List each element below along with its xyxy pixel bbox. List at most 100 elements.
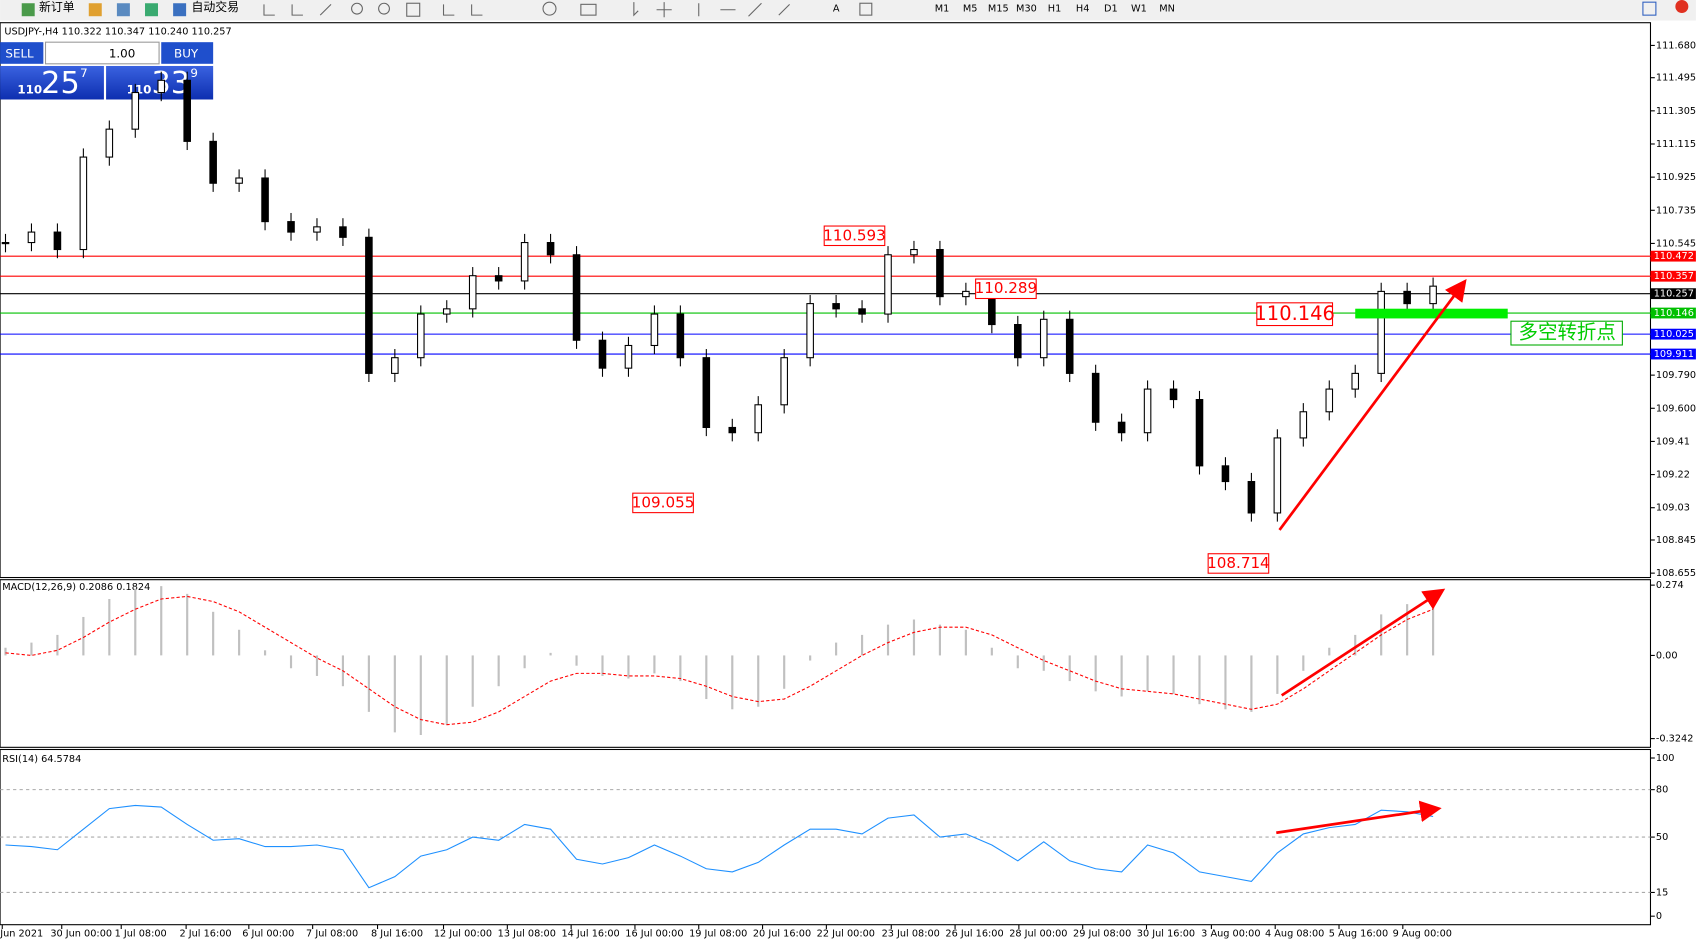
timeframe[interactable]: M1 [935,4,950,15]
candle [1117,421,1126,434]
price-mark: 110.593 [823,226,886,244]
timeframe[interactable]: H1 [1048,4,1062,15]
timeframe[interactable]: W1 [1131,4,1147,15]
sell-button[interactable] [0,42,44,64]
timeframe[interactable]: M5 [963,4,978,15]
sell-label[interactable]: SELL [5,47,34,61]
candle [1065,318,1074,374]
price-mark-box [1207,553,1270,574]
candle [884,254,892,315]
x-tick-label: 8 Jul 16:00 [371,928,423,939]
price-mark: 108.714 [1207,554,1270,572]
candle [53,231,62,251]
candle [832,303,840,310]
x-tick-label: 2 Jul 16:00 [180,928,232,939]
candle [1014,324,1022,359]
timeframe[interactable]: M30 [1016,4,1037,15]
x-tick-label: 30 Jun 00:00 [50,928,112,939]
y-tick-label: 50 [1656,832,1668,843]
candle [1351,372,1360,390]
y-tick-label: 111.305 [1656,106,1696,117]
candle [1429,285,1437,305]
candle [157,79,166,94]
macd-panel [0,579,1652,748]
x-tick-label: 14 Jul 16:00 [561,928,619,939]
tool-label[interactable] [859,2,873,16]
x-tick-label: 29 Jul 08:00 [1073,928,1131,939]
price-level-label: 110.146 [1654,308,1694,319]
trend-arrow [1276,800,1442,835]
y-tick-label: 110.735 [1656,205,1696,216]
y-tick-label: 111.495 [1656,73,1696,84]
price-mark: 109.055 [632,493,695,511]
bid-sup: 7 [80,66,88,80]
alert[interactable] [1675,0,1689,13]
x-tick-label: 28 Jul 00:00 [1009,928,1067,939]
candle [313,226,321,233]
candle [261,177,269,223]
macd-label: MACD(12,26,9) 0.2086 0.1824 [2,582,150,593]
candle [1221,465,1230,483]
x-tick-label: 23 Jul 08:00 [882,928,940,939]
candle [1195,399,1204,467]
price-level-tag [1650,328,1696,340]
candle [1143,388,1152,434]
icon[interactable] [145,3,158,17]
timeframe[interactable]: H4 [1076,4,1090,15]
candle [650,313,659,347]
y-tick-label: 109.03 [1656,503,1690,514]
lots-field[interactable] [44,41,160,65]
x-tick-label: 13 Jul 08:00 [498,928,556,939]
bid-big: 25 [41,66,80,101]
x-tick-label: 26 Jul 16:00 [945,928,1003,939]
pivot-note-box [1510,320,1623,346]
lots[interactable]: 1.00 [109,47,135,61]
x-tick-label: 4 Aug 08:00 [1265,928,1324,939]
timeframe[interactable]: M15 [988,4,1009,15]
pivot-label: 110.146 [1254,302,1334,325]
candle [962,290,970,298]
tool-text[interactable]: A [833,4,840,15]
price-level-tag [1650,270,1696,282]
icon[interactable] [88,3,102,17]
candle [806,303,814,359]
pivot-box [1256,302,1334,327]
candle [131,91,140,130]
y-tick-label: 0.274 [1656,580,1684,591]
timeframe[interactable]: D1 [1104,4,1118,15]
rsi-label: RSI(14) 64.5784 [2,754,81,765]
x-tick-label: 20 Jul 16:00 [753,928,811,939]
trend-arrow [1278,279,1467,531]
candle [1403,290,1411,305]
buy-label[interactable]: BUY [174,47,199,61]
timeframe[interactable]: MN [1159,4,1175,15]
price-level-label: 110.357 [1654,271,1694,282]
pivot-note: 多空转折点 [1519,321,1616,344]
candle [676,313,685,359]
candle [391,357,399,374]
y-tick-label: 110.925 [1656,172,1696,183]
icon[interactable] [116,3,130,17]
x-tick-label: 16 Jul 00:00 [625,928,683,939]
candle [728,426,737,434]
y-tick-label: 109.790 [1656,370,1696,381]
rsi-line [5,804,1434,889]
candle [702,357,711,429]
candle [1039,318,1048,359]
new-order[interactable]: 新订单 [39,0,75,14]
candle [936,248,944,298]
buy-button[interactable] [161,42,214,64]
icon[interactable] [21,3,35,17]
y-tick-label: 15 [1656,887,1668,898]
price-mark-box [632,492,694,514]
y-tick-label: 110.545 [1656,238,1696,249]
candle [339,226,347,238]
auto-trading[interactable]: 自动交易 [192,0,239,14]
x-tick-label: 5 Aug 16:00 [1329,928,1388,939]
search[interactable] [1642,1,1657,16]
price-mark-box [823,225,886,247]
icon[interactable] [173,3,187,17]
bid-box[interactable] [0,65,104,100]
tool-icons[interactable] [263,1,790,18]
candle [287,221,295,233]
